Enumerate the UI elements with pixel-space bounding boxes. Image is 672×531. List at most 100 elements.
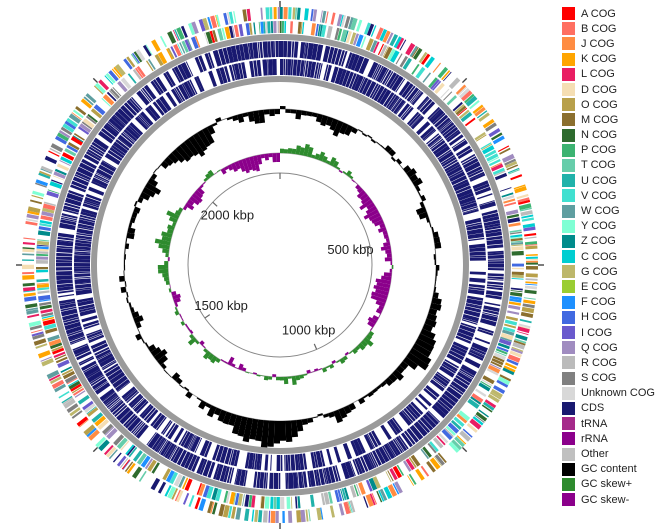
legend-label: F COG (581, 296, 616, 308)
legend-item: Z COG (562, 234, 666, 249)
legend-item: K COG (562, 52, 666, 67)
legend-item: C COG (562, 249, 666, 264)
legend-label: Y COG (581, 220, 616, 232)
legend-label: Z COG (581, 235, 616, 247)
legend-label: Other (581, 448, 609, 460)
legend-swatch (562, 159, 575, 172)
legend-swatch (562, 220, 575, 233)
legend-item: T COG (562, 158, 666, 173)
legend-label: Q COG (581, 342, 618, 354)
legend-label: M COG (581, 114, 618, 126)
gc-skew (155, 144, 394, 385)
legend-item: A COG (562, 6, 666, 21)
legend-label: Unknown COG (581, 387, 655, 399)
scale-label: 2000 kbp (201, 207, 255, 222)
legend-label: J COG (581, 38, 615, 50)
legend-swatch (562, 68, 575, 81)
scale-label: 1500 kbp (194, 298, 248, 313)
legend-label: GC content (581, 463, 637, 475)
scale-ring: 500 kbp 1000 kbp 1500 kbp 2000 kbp (194, 173, 373, 349)
legend-label: rRNA (581, 433, 608, 445)
legend-label: U COG (581, 175, 617, 187)
legend-item: tRNA (562, 416, 666, 431)
legend-swatch (562, 98, 575, 111)
legend-swatch (562, 235, 575, 248)
legend-item: L COG (562, 67, 666, 82)
legend-item: N COG (562, 128, 666, 143)
legend-swatch (562, 341, 575, 354)
legend-item: I COG (562, 325, 666, 340)
sep2 (91, 76, 469, 454)
legend-label: GC skew- (581, 494, 629, 506)
legend-item: GC content (562, 462, 666, 477)
legend-label: H COG (581, 311, 617, 323)
legend-swatch (562, 417, 575, 430)
legend-item: U COG (562, 173, 666, 188)
legend-item: Other (562, 446, 666, 461)
legend-swatch (562, 113, 575, 126)
legend-item: V COG (562, 188, 666, 203)
cds-rev (74, 59, 486, 471)
legend-label: P COG (581, 144, 616, 156)
legend-swatch (562, 356, 575, 369)
legend-swatch (562, 129, 575, 142)
legend-swatch (562, 311, 575, 324)
legend-swatch (562, 53, 575, 66)
legend-item: B COG (562, 21, 666, 36)
legend-item: rRNA (562, 431, 666, 446)
legend-swatch (562, 326, 575, 339)
legend-swatch (562, 493, 575, 506)
legend-label: A COG (581, 8, 616, 20)
legend-label: K COG (581, 53, 616, 65)
legend-swatch (562, 387, 575, 400)
legend-item: E COG (562, 279, 666, 294)
legend-item: Y COG (562, 219, 666, 234)
legend-item: GC skew- (562, 492, 666, 507)
legend-label: R COG (581, 357, 617, 369)
legend-label: CDS (581, 402, 604, 414)
legend-label: O COG (581, 99, 618, 111)
legend-label: I COG (581, 327, 612, 339)
legend-swatch (562, 448, 575, 461)
legend-label: N COG (581, 129, 617, 141)
legend-swatch (562, 478, 575, 491)
legend-swatch (562, 144, 575, 157)
legend-swatch (562, 463, 575, 476)
legend-item: S COG (562, 371, 666, 386)
legend-swatch (562, 432, 575, 445)
scale-label: 500 kbp (327, 242, 373, 257)
legend-item: Q COG (562, 340, 666, 355)
legend-item: O COG (562, 97, 666, 112)
legend-label: V COG (581, 190, 616, 202)
legend-item: CDS (562, 401, 666, 416)
cog-fwd (22, 7, 538, 523)
scale-circle (188, 173, 372, 357)
legend-item: W COG (562, 203, 666, 218)
legend-swatch (562, 83, 575, 96)
legend-item: G COG (562, 264, 666, 279)
legend-swatch (562, 205, 575, 218)
legend-item: GC skew+ (562, 477, 666, 492)
legend-swatch (562, 7, 575, 20)
legend-item: P COG (562, 143, 666, 158)
legend-swatch (562, 22, 575, 35)
legend-item: D COG (562, 82, 666, 97)
legend-label: S COG (581, 372, 616, 384)
legend-label: L COG (581, 68, 615, 80)
legend-swatch (562, 296, 575, 309)
legend-label: T COG (581, 159, 616, 171)
legend-label: C COG (581, 251, 617, 263)
legend-label: D COG (581, 84, 617, 96)
legend-swatch (562, 174, 575, 187)
scale-label: 1000 kbp (282, 322, 336, 337)
legend-label: W COG (581, 205, 620, 217)
legend-swatch (562, 265, 575, 278)
legend-label: E COG (581, 281, 616, 293)
legend-item: H COG (562, 310, 666, 325)
legend-swatch (562, 402, 575, 415)
legend-label: G COG (581, 266, 618, 278)
legend-item: R COG (562, 355, 666, 370)
legend-label: B COG (581, 23, 616, 35)
legend-label: tRNA (581, 418, 607, 430)
legend-item: Unknown COG (562, 386, 666, 401)
